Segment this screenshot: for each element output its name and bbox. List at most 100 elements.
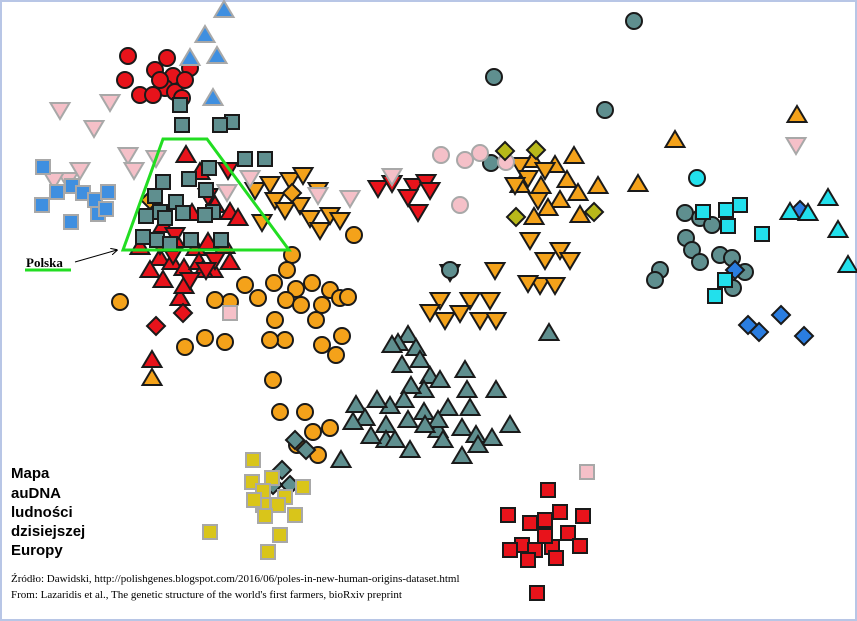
point-orange-circle-6	[303, 274, 321, 292]
point-orange-circle-12	[266, 311, 284, 329]
point-red-square-3	[537, 512, 553, 528]
point-yellow-square-5	[295, 479, 311, 495]
point-cyan-triangle-0	[778, 201, 802, 220]
title-line-5: Europy	[11, 542, 63, 559]
point-orange-triangle-down-25	[483, 262, 507, 281]
point-slate-triangle-38	[383, 429, 407, 448]
point-slate-square-20	[183, 232, 199, 248]
point-red-square-5	[575, 508, 591, 524]
point-orange-triangle-down-16	[533, 162, 557, 181]
point-red-triangle-down-0	[216, 162, 240, 181]
point-orange-circle-25	[264, 371, 282, 389]
title-line-2: auDNA	[11, 485, 61, 502]
point-lightblue-square-9	[98, 201, 114, 217]
point-yellow-square-1	[264, 470, 280, 486]
point-yellow-square-12	[202, 524, 218, 540]
point-cyan-square-4	[754, 226, 770, 242]
point-orange-triangle-down-9	[308, 222, 332, 241]
point-slate-triangle-4	[408, 349, 432, 368]
point-slate-diamond-1	[295, 439, 317, 461]
point-orange-triangle-7	[548, 189, 572, 208]
point-red-circle-0	[119, 47, 137, 65]
point-slate-square-7	[181, 171, 197, 187]
point-red-triangle-20	[168, 287, 192, 306]
point-orange-circle-27	[296, 403, 314, 421]
point-orange-triangle-down-3	[291, 167, 315, 186]
point-orange-triangle-down-31	[478, 292, 502, 311]
point-olive-diamond-1	[525, 139, 547, 161]
point-cyan-square-6	[717, 272, 733, 288]
point-pink-triangle-down-13	[215, 184, 239, 203]
point-orange-circle-1	[278, 261, 296, 279]
point-pink-square-0	[579, 464, 595, 480]
point-orange-triangle-9	[568, 204, 592, 223]
point-lightblue-square-8	[63, 214, 79, 230]
point-red-triangle-19	[151, 269, 175, 288]
point-orange-circle-8	[313, 296, 331, 314]
point-slate-square-5	[257, 151, 273, 167]
point-orange-triangle-down-33	[484, 312, 508, 331]
point-slate-triangle-11	[392, 389, 416, 408]
point-red-square-11	[502, 542, 518, 558]
point-cyan-square-2	[732, 197, 748, 213]
point-orange-triangle-down-15	[503, 177, 527, 196]
point-slate-triangle-14	[344, 394, 368, 413]
point-slate-square-13	[157, 210, 173, 226]
point-slate-circle-15	[646, 271, 664, 289]
title-line-1: Mapa	[11, 465, 50, 482]
point-orange-triangle-5	[529, 175, 553, 194]
point-orange-triangle-down-13	[508, 157, 532, 176]
point-red-square-1	[500, 507, 516, 523]
point-slate-square-4	[237, 151, 253, 167]
point-slate-square-9	[147, 188, 163, 204]
point-orange-circle-13	[276, 331, 294, 349]
point-orange-circle-18	[236, 276, 254, 294]
map-title: Mapa auDNA ludności dzisiejszej Europy	[11, 465, 85, 559]
source-line-1: Źródło: Dawidski, http://polishgenes.blo…	[11, 573, 460, 585]
poland-highlight-outline	[120, 137, 292, 252]
point-orange-triangle-down-23	[543, 277, 567, 296]
point-cyan-triangle-4	[836, 254, 857, 273]
point-slate-circle-9	[691, 253, 709, 271]
point-slate-triangle-3	[380, 334, 404, 353]
point-slate-square-2	[212, 117, 228, 133]
point-slate-square-15	[198, 182, 214, 198]
point-slate-triangle-35	[329, 449, 353, 468]
point-red-circle-9	[116, 71, 134, 89]
point-yellow-square-8	[287, 507, 303, 523]
point-slate-triangle-22	[484, 379, 508, 398]
point-slate-circle-0	[625, 12, 643, 30]
point-orange-triangle-down-7	[288, 197, 312, 216]
point-red-square-14	[548, 550, 564, 566]
point-red-triangle-down-5	[194, 262, 218, 281]
point-slate-triangle-17	[396, 409, 420, 428]
point-orange-triangle-down-5	[263, 192, 287, 211]
point-orange-circle-21	[196, 329, 214, 347]
point-orange-circle-17	[327, 346, 345, 364]
point-slate-triangle-15	[353, 407, 377, 426]
point-slate-triangle-13	[365, 389, 389, 408]
point-red-triangle-down-4	[203, 252, 227, 271]
point-red-square-12	[520, 552, 536, 568]
point-orange-triangle-down-19	[533, 252, 557, 271]
point-pink-triangle-down-14	[784, 137, 808, 156]
point-slate-triangle-5	[390, 354, 414, 373]
point-yellow-square-9	[257, 508, 273, 524]
point-orange-triangle-3	[555, 169, 579, 188]
point-orange-triangle-down-22	[528, 277, 552, 296]
point-pink-square-1	[222, 305, 238, 321]
point-slate-square-8	[155, 174, 171, 190]
point-red-triangle-down-12	[396, 189, 420, 208]
point-orange-circle-24	[111, 293, 129, 311]
point-slate-triangle-0	[396, 324, 420, 343]
point-slate-square-17	[135, 229, 151, 245]
source-credits: Źródło: Dawidski, http://polishgenes.blo…	[11, 573, 460, 601]
point-pink-triangle-down-1	[82, 120, 106, 139]
point-orange-triangle-down-34	[448, 305, 472, 324]
point-red-triangle-0	[174, 144, 198, 163]
point-slate-square-0	[172, 97, 188, 113]
point-orange-circle-33	[339, 288, 357, 306]
point-orange-circle-2	[265, 274, 283, 292]
point-slate-triangle-23	[450, 417, 474, 436]
point-slate-triangle-37	[413, 414, 437, 433]
